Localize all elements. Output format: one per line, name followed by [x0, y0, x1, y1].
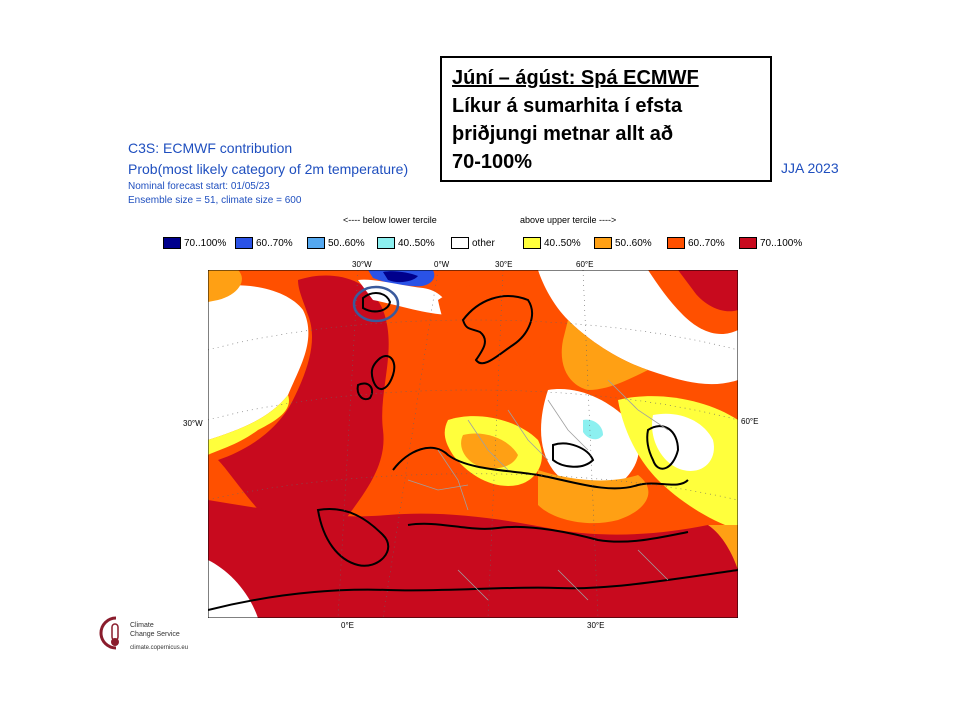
legend-item: 40..50%: [523, 236, 581, 250]
legend-swatch: [594, 237, 612, 249]
region-70100-arctic: [678, 270, 738, 312]
legend-swatch: [377, 237, 395, 249]
lon-label-top: 60°E: [576, 260, 594, 269]
region-6070-scandinavia: [438, 281, 552, 373]
legend-item: 60..70%: [235, 236, 293, 250]
map-title: C3S: ECMWF contribution: [128, 140, 293, 156]
callout-line-3: þriðjungi metnar allt að: [452, 123, 674, 145]
callout-line-1: Júní – ágúst: Spá ECMWF: [452, 67, 699, 89]
legend-swatch: [307, 237, 325, 249]
graticule: [208, 270, 738, 618]
region-5060-alps: [461, 433, 518, 469]
lon-label-top: 30°W: [352, 260, 372, 269]
region-70100-south: [208, 500, 738, 618]
lon-label-top: 30°E: [495, 260, 513, 269]
season-label: JJA 2023: [781, 160, 839, 176]
europe-probability-map: [208, 270, 738, 618]
legend-item: 60..70%: [667, 236, 725, 250]
above-tercile-label: above upper tercile ---->: [520, 215, 617, 225]
legend-swatch: [163, 237, 181, 249]
lon-label-bottom: 0°E: [341, 621, 354, 630]
lon-label-top: 0°W: [434, 260, 450, 269]
lat-label-right: 60°E: [741, 417, 759, 426]
legend-item: 40..50%: [377, 236, 435, 250]
legend-swatch: [667, 237, 685, 249]
thermometer-icon: [111, 623, 119, 641]
map-subtitle: Prob(most likely category of 2m temperat…: [128, 161, 409, 177]
logo-arc-icon: [99, 616, 117, 650]
country-borders: [407, 379, 669, 601]
legend-item: 50..60%: [307, 236, 365, 250]
region-other-central-east: [541, 389, 639, 490]
region-5060-nw: [208, 270, 242, 302]
ensemble-size-text: Ensemble size = 51, climate size = 600: [128, 195, 302, 206]
region-5060-southeast: [708, 525, 738, 570]
legend-item: 70..100%: [163, 236, 226, 250]
lon-label-bottom: 30°E: [587, 621, 605, 630]
legend-swatch: [523, 237, 541, 249]
lat-label-left: 30°W: [183, 419, 203, 428]
region-below-70100-greenland: [383, 271, 418, 283]
region-4050-west: [208, 395, 289, 455]
logo-url: climate.copernicus.eu: [130, 645, 189, 651]
region-below-4050-east: [583, 419, 603, 440]
forecast-start-text: Nominal forecast start: 01/05/23: [128, 181, 270, 192]
legend-swatch: [451, 237, 469, 249]
legend-item: 70..100%: [739, 236, 802, 250]
annotation-callout-box: Júní – ágúst: Spá ECMWF Líkur á sumarhit…: [440, 56, 772, 182]
below-tercile-label: <---- below lower tercile: [343, 215, 437, 225]
region-5060-blacksea: [538, 470, 649, 524]
logo-text-line2: Change Service: [130, 631, 180, 638]
region-other-west: [208, 285, 309, 440]
iceland-highlight-circle: [352, 285, 400, 323]
legend-item: other: [451, 236, 495, 250]
copernicus-logo: [99, 616, 119, 650]
region-70100-atlantic: [218, 275, 389, 541]
region-5060-russia: [561, 320, 648, 390]
legend-swatch: [739, 237, 757, 249]
legend-swatch: [235, 237, 253, 249]
legend-item: 50..60%: [594, 236, 652, 250]
logo-text-line1: Climate: [130, 622, 154, 629]
callout-line-4: 70-100%: [452, 151, 533, 173]
region-other-southwest: [208, 560, 258, 618]
callout-line-2: Líkur á sumarhita í efsta: [452, 95, 683, 117]
